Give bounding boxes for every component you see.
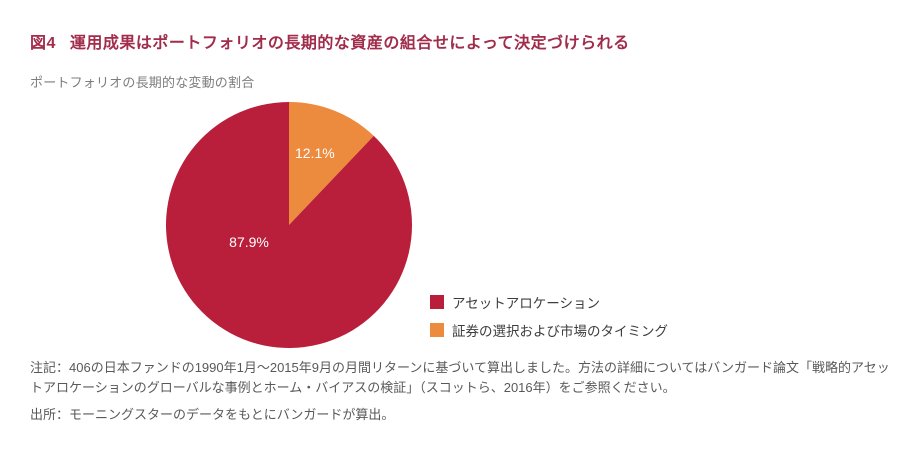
legend-label-security-selection-market-timing: 証券の選択および市場のタイミング [452,324,668,339]
source-note: 出所：モーニングスターのデータをもとにバンガードが算出。 [30,407,395,422]
legend-swatch-security-selection-market-timing [430,323,444,337]
legend-swatch-asset-allocation [430,295,444,309]
footnote: 注記：406の日本ファンドの1990年1月～2015年9月の月間リターンに基づい… [30,360,890,395]
legend-item-asset-allocation: アセットアロケーション [430,294,668,311]
figure-title-row: 図4 運用成果はポートフォリオの長期的な資産の組合せによって決定づけられる [30,29,630,53]
pie-slice-security-selection-market-timing [289,102,374,225]
pie-value-label-asset-allocation: 87.9% [229,233,269,250]
pie-chart-svg [166,102,412,348]
pie-value-label-security-selection-market-timing: 12.1% [294,145,335,162]
chart-subtitle: ポートフォリオの長期的な変動の割合 [30,75,255,90]
figure-title: 運用成果はポートフォリオの長期的な資産の組合せによって決定づけられる [69,35,630,52]
figure-number: 図4 [30,35,56,52]
legend-label-asset-allocation: アセットアロケーション [452,296,600,311]
pie-slice-asset-allocation [166,102,412,348]
chart-legend: アセットアロケーション証券の選択および市場のタイミング [430,294,668,350]
pie-chart: 87.9% 12.1% [166,102,412,348]
legend-item-security-selection-market-timing: 証券の選択および市場のタイミング [430,322,668,339]
